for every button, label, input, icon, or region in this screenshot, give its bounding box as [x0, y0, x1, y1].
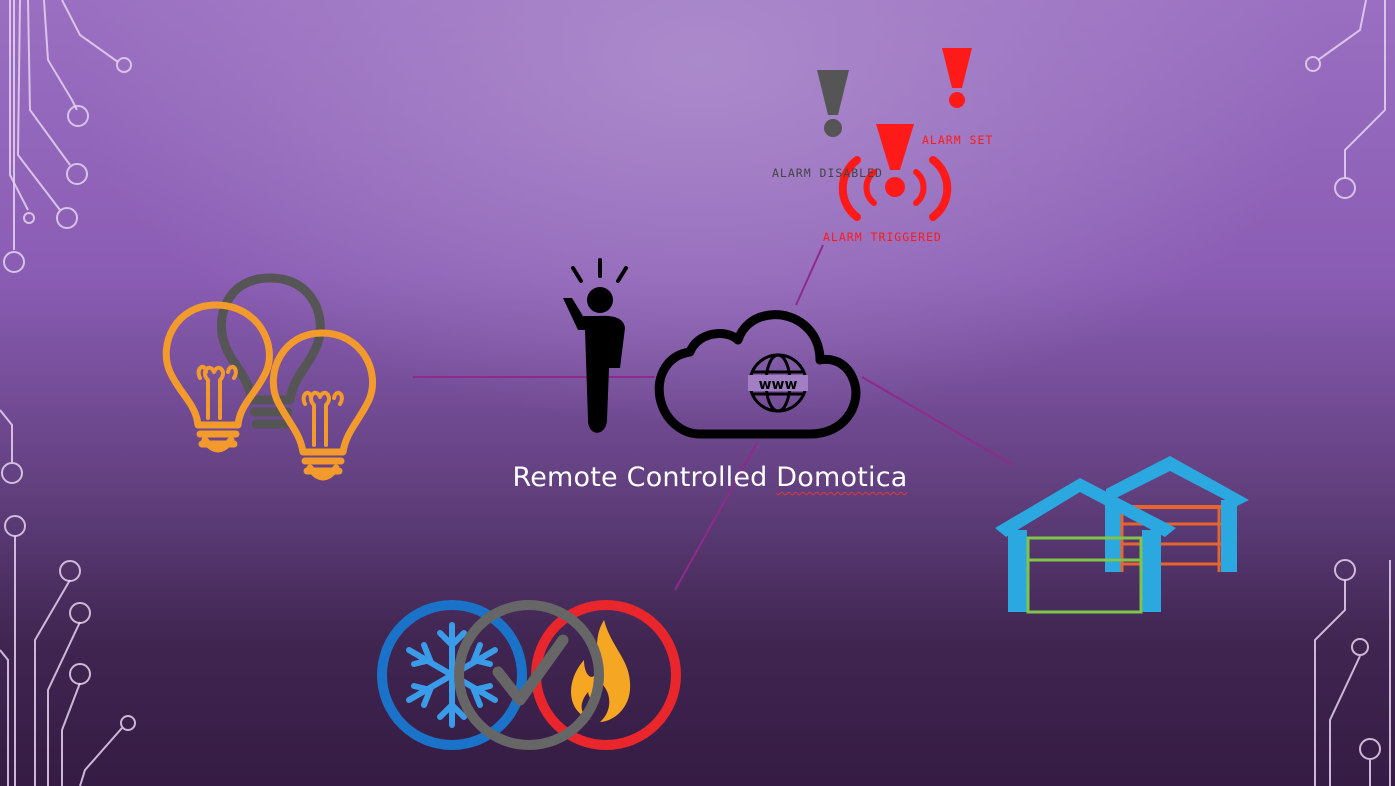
- alarm-disabled-label: ALARM DISABLED: [772, 166, 883, 180]
- alarm-set-label: ALARM SET: [922, 133, 994, 147]
- cold-ring: [377, 600, 527, 750]
- slide-title: Remote Controlled Domotica: [440, 462, 980, 493]
- connector-alarm: [795, 244, 824, 306]
- alarm-disabled-icon: [817, 70, 849, 137]
- slide-title-highlighted: Domotica: [776, 462, 908, 493]
- check-icon: [492, 634, 569, 706]
- connector-garage: [861, 376, 1014, 466]
- connector-climate: [674, 442, 758, 591]
- slide-title-prefix: Remote Controlled: [512, 462, 777, 493]
- alarm-triggered-icon: [838, 124, 952, 221]
- check-ring: [454, 600, 604, 750]
- alarm-triggered-label: ALARM TRIGGERED: [823, 230, 942, 244]
- svg-text:www: www: [759, 377, 798, 393]
- snowflake-icon: [406, 622, 498, 728]
- alarm-set-icon: [942, 48, 972, 108]
